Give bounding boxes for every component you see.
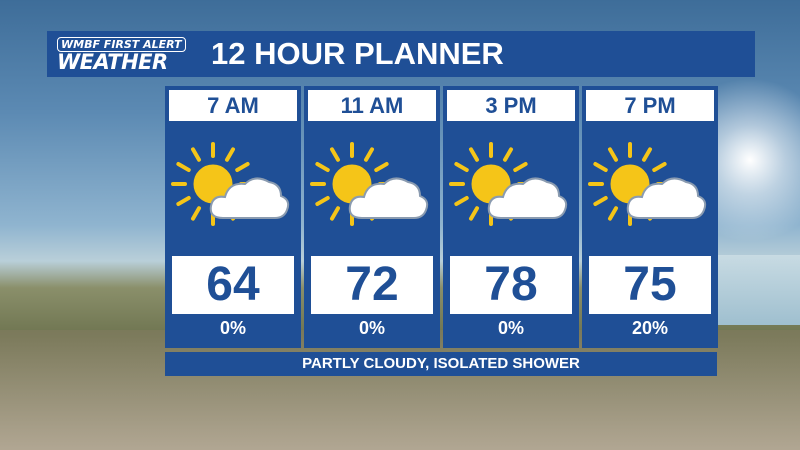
cloud-icon bbox=[209, 177, 290, 219]
cloud-icon bbox=[348, 177, 429, 219]
station-logo: WMBF FIRST ALERT WEATHER bbox=[57, 35, 197, 73]
precip-chance: 0% bbox=[358, 318, 385, 338]
weather-icon bbox=[310, 140, 434, 238]
forecast-column: 7 PM 75 20% bbox=[582, 86, 718, 348]
beach-background bbox=[0, 330, 800, 450]
temperature: 78 bbox=[450, 256, 572, 314]
forecast-column: 3 PM 78 0% bbox=[443, 86, 579, 348]
precip-chance: 20% bbox=[631, 318, 669, 338]
partly-cloudy-icon bbox=[310, 142, 429, 226]
logo-line-2: WEATHER bbox=[57, 50, 168, 74]
forecast-column: 7 AM 64 0% bbox=[165, 86, 301, 348]
partly-cloudy-icon bbox=[171, 142, 290, 226]
partly-cloudy-icon bbox=[449, 142, 568, 226]
title-bar: WMBF FIRST ALERT WEATHER 12 HOUR PLANNER bbox=[47, 31, 755, 77]
partly-cloudy-icon bbox=[588, 142, 707, 226]
period-time: 7 AM bbox=[169, 90, 297, 121]
temperature: 72 bbox=[311, 256, 433, 314]
period-time: 11 AM bbox=[308, 90, 436, 121]
precip-chance: 0% bbox=[497, 318, 524, 338]
weather-icon bbox=[588, 140, 712, 238]
temperature: 64 bbox=[172, 256, 294, 314]
forecast-column: 11 AM 72 0% bbox=[304, 86, 440, 348]
weather-icon bbox=[171, 140, 295, 238]
period-time: 3 PM bbox=[447, 90, 575, 121]
sun-icon bbox=[588, 142, 672, 226]
condition-summary: PARTLY CLOUDY, ISOLATED SHOWER bbox=[165, 352, 717, 376]
precip-chance: 0% bbox=[219, 318, 246, 338]
temperature: 75 bbox=[589, 256, 711, 314]
cloud-icon bbox=[487, 177, 568, 219]
cloud-icon bbox=[626, 177, 707, 219]
period-time: 7 PM bbox=[586, 90, 714, 121]
weather-icon bbox=[449, 140, 573, 238]
page-title: 12 HOUR PLANNER bbox=[211, 36, 504, 71]
